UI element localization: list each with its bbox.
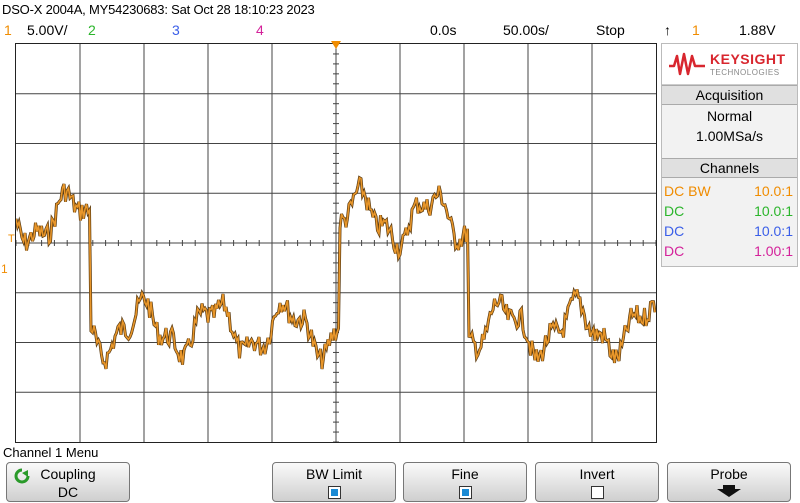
ch2-coupling: DC [664, 203, 685, 219]
trigger-source[interactable]: 1 [692, 22, 700, 38]
ch1-number[interactable]: 1 [4, 22, 12, 38]
ch1-scale[interactable]: 5.00V/ [27, 22, 68, 38]
coupling-value: DC [57, 484, 79, 500]
submenu-arrow-icon [717, 485, 741, 497]
ch1-trace [16, 176, 656, 370]
ch2-probe: 10.0:1 [754, 203, 793, 219]
ch3-probe: 10.0:1 [754, 223, 793, 239]
invert-softkey[interactable]: Invert [535, 462, 659, 502]
run-state[interactable]: Stop [596, 22, 625, 38]
keysight-wave-icon [669, 52, 705, 76]
brand-tagline: TECHNOLOGIES [710, 68, 780, 77]
ch1-waveform [16, 175, 656, 370]
probe-softkey[interactable]: Probe [667, 462, 791, 502]
menu-title: Channel 1 Menu [3, 445, 99, 460]
bw-limit-label: BW Limit [306, 466, 362, 482]
info-panel: KEYSIGHT TECHNOLOGIES Acquisition Normal… [661, 43, 798, 267]
ch1-coupling: DC BW [664, 183, 711, 199]
trigger-edge-icon: ↑ [664, 22, 671, 38]
invert-label: Invert [579, 466, 615, 482]
ch1-ground-marker[interactable]: 1 [1, 262, 8, 276]
brand-name: KEYSIGHT [710, 51, 786, 67]
bw-limit-softkey[interactable]: BW Limit [272, 462, 396, 502]
channel-4-row: DC 1.00:1 [664, 241, 795, 261]
channels-header: Channels [662, 158, 797, 178]
fine-softkey[interactable]: Fine [403, 462, 527, 502]
channel-1-row: DC BW 10.0:1 [664, 181, 795, 201]
ch4-number[interactable]: 4 [256, 22, 264, 38]
coupling-softkey[interactable]: Coupling DC [6, 462, 130, 502]
acquisition-header: Acquisition [662, 85, 797, 105]
fine-label: Fine [451, 466, 479, 482]
coupling-label: Coupling [40, 466, 96, 482]
rotate-knob-icon [14, 468, 30, 484]
time-delay[interactable]: 0.0s [430, 22, 457, 38]
invert-checkbox[interactable] [590, 486, 604, 499]
time-scale[interactable]: 50.00s/ [503, 22, 549, 38]
trigger-level[interactable]: 1.88V [739, 22, 776, 38]
channel-3-row: DC 10.0:1 [664, 221, 795, 241]
ch3-coupling: DC [664, 223, 685, 239]
ch1-probe: 10.0:1 [754, 183, 793, 199]
ch3-number[interactable]: 3 [172, 22, 180, 38]
sample-rate: 1.00MSa/s [696, 128, 763, 144]
window-title: DSO-X 2004A, MY54230683: Sat Oct 28 18:1… [2, 2, 315, 17]
ch4-coupling: DC [664, 243, 685, 259]
acquisition-mode: Normal [706, 108, 753, 124]
trigger-level-marker[interactable]: T [8, 233, 15, 245]
fine-checkbox[interactable] [458, 486, 472, 499]
bw-limit-checkbox[interactable] [327, 486, 341, 499]
keysight-logo: KEYSIGHT TECHNOLOGIES [662, 44, 797, 85]
waveform-display[interactable] [15, 43, 657, 443]
graticule [16, 44, 656, 442]
channel-2-row: DC 10.0:1 [664, 201, 795, 221]
ch2-number[interactable]: 2 [88, 22, 96, 38]
ch4-probe: 1.00:1 [754, 243, 793, 259]
probe-label: Probe [710, 466, 748, 482]
trigger-position-marker[interactable] [331, 41, 341, 49]
